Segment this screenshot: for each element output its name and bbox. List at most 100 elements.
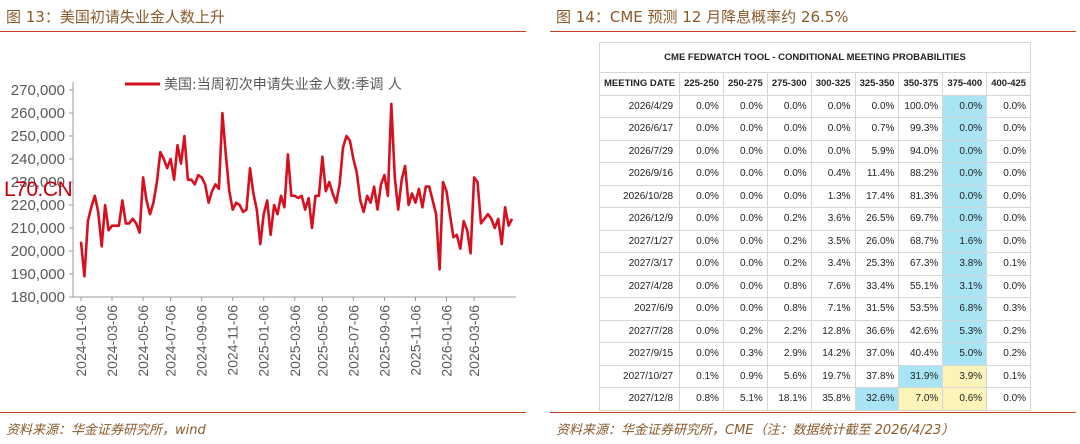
column-header-rate-range: 275-300 [766, 72, 812, 96]
table-row: 2027/6/9 0.0% 0.0% 0.8% 7.1% 31.5% 53.5% 6.8% 0.… [598, 297, 1032, 321]
probability-cell: 0.2% [986, 342, 1032, 366]
table-row: 2027/3/17 0.0% 0.0% 0.2% 3.4% 25.3% 67.3% 3.8% 0… [598, 252, 1032, 276]
probability-cell: 0.0% [942, 117, 988, 141]
probability-cell: 5.1% [722, 387, 768, 411]
probability-cell: 0.0% [854, 94, 900, 118]
jobless-claims-line-chart: 270,000 260,000 250,000 240,000 230,000 220,0… [11, 76, 516, 377]
probability-cell: 100.0% [898, 94, 944, 118]
table-title: CME FEDWATCH TOOL - CONDITIONAL MEETING … [598, 42, 1032, 73]
right-source-rule [550, 412, 1076, 413]
probability-cell: 0.0% [679, 319, 724, 343]
probability-cell: 0.0% [986, 229, 1032, 253]
probability-cell: 81.3% [898, 184, 944, 208]
table-row: 2026/10/28 0.0% 0.0% 0.0% 1.3% 17.4% 81.3% 0.0%… [598, 184, 1032, 208]
probability-cell: 0.0% [810, 117, 856, 141]
y-tick-label: 250,000 [11, 128, 65, 145]
probability-cell: 0.0% [810, 139, 856, 163]
probability-cell: 0.0% [986, 274, 1032, 298]
probability-cell: 0.8% [766, 274, 812, 298]
y-tick-label: 190,000 [11, 266, 65, 283]
column-header-rate-range: 300-325 [810, 72, 856, 96]
y-tick-label: 200,000 [11, 243, 65, 260]
probability-cell: 0.0% [722, 229, 768, 253]
y-tick-label: 240,000 [11, 151, 65, 168]
probability-cell: 11.4% [854, 162, 900, 186]
y-tick-label: 270,000 [11, 82, 65, 99]
probability-cell: 0.0% [722, 297, 768, 321]
table-row: 2027/9/15 0.0% 0.3% 2.9% 14.2% 37.0% 40.4% 5.0%… [598, 342, 1032, 366]
y-tick-label: 210,000 [11, 220, 65, 237]
probability-cell: 5.3% [942, 319, 988, 343]
meeting-date-cell: 2027/12/8 [598, 387, 681, 411]
probability-cell: 36.6% [854, 319, 900, 343]
table-row: 2027/1/27 0.0% 0.0% 0.2% 3.5% 26.0% 68.7% 1.6% 0… [598, 229, 1032, 253]
table-row: 2027/4/28 0.0% 0.0% 0.8% 7.6% 33.4% 55.1% 3.1% 0… [598, 274, 1032, 298]
probability-cell: 0.0% [679, 184, 724, 208]
probability-cell: 1.6% [942, 229, 988, 253]
probability-cell: 0.0% [679, 274, 724, 298]
meeting-date-cell: 2026/4/29 [598, 94, 681, 118]
probability-cell: 14.2% [810, 342, 856, 366]
table-banner-row: CME FEDWATCH TOOL - CONDITIONAL MEETING … [598, 42, 1032, 73]
probability-cell: 0.0% [942, 139, 988, 163]
probability-cell: 5.9% [854, 139, 900, 163]
probability-cell: 17.4% [854, 184, 900, 208]
left-figure-title: 图 13：美国初请失业金人数上升 [6, 8, 225, 26]
probability-cell: 0.0% [810, 94, 856, 118]
probability-cell: 0.0% [722, 162, 768, 186]
probability-cell: 0.0% [722, 184, 768, 208]
probability-cell: 0.1% [679, 364, 724, 388]
meeting-date-cell: 2026/6/17 [598, 117, 681, 141]
column-header-rate-range: 350-375 [898, 72, 944, 96]
x-tick-label: 2024-01-06 [73, 305, 89, 377]
probability-cell: 0.2% [986, 319, 1032, 343]
probability-cell: 31.9% [898, 364, 944, 388]
probability-cell: 40.4% [898, 342, 944, 366]
column-header-rate-range: 325-350 [854, 72, 900, 96]
probability-cell: 55.1% [898, 274, 944, 298]
meeting-date-cell: 2026/9/16 [598, 162, 681, 186]
probability-cell: 0.8% [766, 297, 812, 321]
probability-cell: 0.3% [722, 342, 768, 366]
x-tick-label: 2025-09-06 [376, 305, 392, 377]
probability-cell: 0.0% [722, 207, 768, 231]
probability-cell: 5.6% [766, 364, 812, 388]
probability-cell: 3.5% [810, 229, 856, 253]
probability-cell: 0.0% [722, 252, 768, 276]
left-figure-panel: 图 13：美国初请失业金人数上升 270,000 260,000 250,000 24… [0, 0, 530, 444]
table-row: 2026/7/29 0.0% 0.0% 0.0% 0.0% 5.9% 94.0% 0.0% 0.… [598, 139, 1032, 163]
probability-cell: 19.7% [810, 364, 856, 388]
probability-cell: 7.1% [810, 297, 856, 321]
probability-cell: 0.6% [942, 387, 988, 411]
column-header-rate-range: 400-425 [986, 72, 1032, 96]
meeting-date-cell: 2027/1/27 [598, 229, 681, 253]
probability-cell: 0.3% [986, 297, 1032, 321]
table-row: 2026/6/17 0.0% 0.0% 0.0% 0.0% 0.7% 99.3% 0.0% 0.… [598, 117, 1032, 141]
legend-label: 美国:当周初次申请失业金人数:季调 人 [164, 76, 402, 93]
probability-cell: 3.1% [942, 274, 988, 298]
meeting-date-cell: 2026/12/9 [598, 207, 681, 231]
x-tick-label: 2024-07-06 [163, 305, 179, 377]
probability-cell: 0.0% [986, 184, 1032, 208]
probability-cell: 3.8% [942, 252, 988, 276]
y-tick-label: 220,000 [11, 197, 65, 214]
probability-cell: 32.6% [854, 387, 900, 411]
probability-cell: 53.5% [898, 297, 944, 321]
fedwatch-probability-table: CME FEDWATCH TOOL - CONDITIONAL MEETING … [598, 42, 1032, 411]
probability-cell: 0.0% [722, 94, 768, 118]
probability-cell: 0.0% [679, 162, 724, 186]
meeting-date-cell: 2027/4/28 [598, 274, 681, 298]
meeting-date-cell: 2027/6/9 [598, 297, 681, 321]
table-row: 2026/4/29 0.0% 0.0% 0.0% 0.0% 0.0% 100.0% 0.0% 0… [598, 94, 1032, 118]
x-tick-label: 2024-03-06 [104, 305, 120, 377]
table-row: 2026/9/16 0.0% 0.0% 0.0% 0.4% 11.4% 88.2% 0.0% 0… [598, 162, 1032, 186]
probability-cell: 31.5% [854, 297, 900, 321]
probability-cell: 94.0% [898, 139, 944, 163]
probability-cell: 26.0% [854, 229, 900, 253]
left-source-rule [0, 412, 526, 413]
probability-cell: 0.0% [679, 94, 724, 118]
x-tick-label: 2024-11-06 [225, 305, 241, 376]
y-tick-label: 260,000 [11, 105, 65, 122]
probability-cell: 0.0% [722, 274, 768, 298]
x-tick-label: 2025-03-06 [287, 305, 303, 377]
